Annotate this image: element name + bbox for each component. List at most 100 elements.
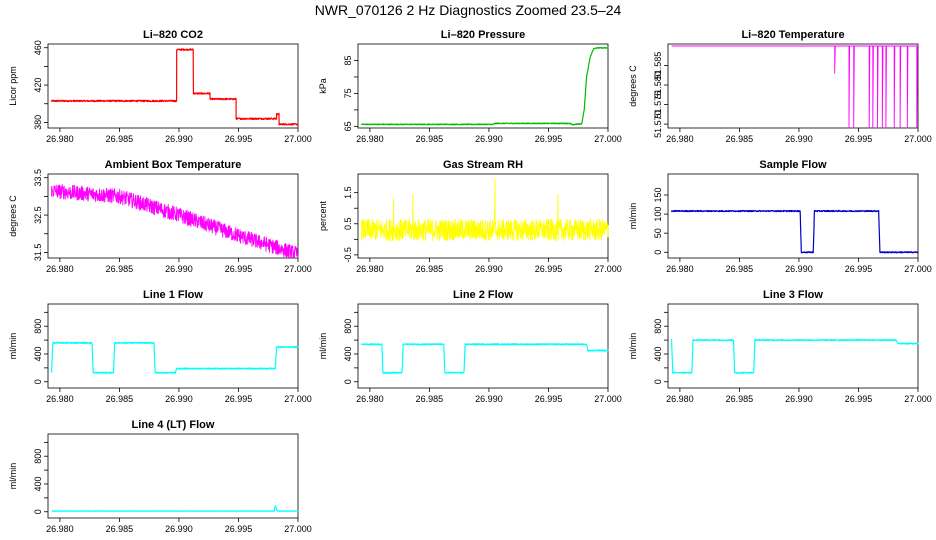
x-tick-label: 26.980: [666, 134, 694, 144]
x-tick-label: 27.000: [284, 134, 312, 144]
x-tick-label: 26.990: [165, 394, 193, 404]
y-axis-label: ml/min: [628, 333, 638, 360]
x-tick-label: 27.000: [284, 524, 312, 534]
y-tick-label: 50: [653, 228, 663, 238]
plot-frame: [47, 43, 299, 129]
x-tick-label: 26.980: [46, 264, 74, 274]
y-tick-label: 400: [343, 346, 353, 361]
plot-frame: [667, 43, 919, 129]
panel-6: Sample Flow 26.980 26.985 26.990 26.995 27.00…: [628, 159, 932, 274]
plot-frame: [47, 173, 299, 259]
x-tick-label: 26.980: [666, 394, 694, 404]
x-tick-label: 26.980: [46, 394, 74, 404]
plot-frame: [357, 43, 609, 129]
panel-2: Li–820 Pressure 26.980 26.985 26.990 26.995 2…: [318, 29, 622, 144]
x-tick-label: 26.990: [785, 134, 813, 144]
series-line: [361, 343, 609, 374]
series-line: [671, 209, 919, 254]
y-tick-label: 75: [343, 88, 353, 98]
x-tick-label: 26.990: [475, 394, 503, 404]
y-tick-label: 1.5: [343, 186, 353, 199]
panel-9: Line 3 Flow 26.980 26.985 26.990 26.995 27.00…: [628, 289, 932, 404]
y-tick-label: 800: [33, 319, 43, 334]
y-axis-label: Licor ppm: [8, 66, 18, 106]
y-tick-label: 400: [653, 346, 663, 361]
panel-7: Line 1 Flow 26.980 26.985 26.990 26.995 27.00…: [8, 289, 312, 404]
x-tick-label: 26.980: [356, 134, 384, 144]
x-tick-label: 26.985: [726, 134, 754, 144]
series-line: [361, 178, 609, 242]
y-tick-label: 400: [33, 346, 43, 361]
x-tick-label: 26.985: [106, 134, 134, 144]
y-tick-label: 0.5: [343, 218, 353, 231]
y-tick-label: 800: [343, 319, 353, 334]
x-tick-label: 27.000: [904, 134, 932, 144]
y-axis-label: degrees C: [8, 195, 18, 237]
x-tick-label: 26.980: [356, 264, 384, 274]
panel-title: Line 3 Flow: [763, 289, 823, 301]
y-axis-label: percent: [318, 200, 328, 231]
series-line: [671, 45, 918, 129]
y-tick-label: 65: [343, 121, 353, 131]
y-axis-label: ml/min: [8, 333, 18, 360]
x-tick-label: 27.000: [594, 394, 622, 404]
x-tick-label: 26.995: [225, 264, 253, 274]
series-line: [671, 338, 919, 374]
x-tick-label: 26.990: [475, 264, 503, 274]
panel-4: Ambient Box Temperature 26.980 26.985 26.99…: [8, 159, 312, 274]
series-line: [51, 184, 299, 259]
panel-1: Li–820 CO2 26.980 26.985 26.990 26.995 27.000…: [8, 29, 312, 144]
panel-title: Li–820 Temperature: [741, 29, 844, 41]
x-tick-label: 26.995: [535, 264, 563, 274]
figure-main-title: NWR_070126 2 Hz Diagnostics Zoomed 23.5–…: [315, 2, 622, 18]
y-tick-label: 0: [653, 379, 663, 384]
x-tick-label: 27.000: [904, 264, 932, 274]
panel-3: Li–820 Temperature 26.980 26.985 26.990 26.9…: [628, 29, 932, 144]
y-tick-label: 150: [653, 187, 663, 202]
panel-title: Li–820 CO2: [143, 29, 203, 41]
panel-5: Gas Stream RH 26.980 26.985 26.990 26.995 27.…: [318, 159, 622, 274]
panel-title: Li–820 Pressure: [441, 29, 525, 41]
panel-title: Line 1 Flow: [143, 289, 203, 301]
x-tick-label: 26.980: [46, 134, 74, 144]
x-tick-label: 26.990: [785, 264, 813, 274]
y-tick-label: 0: [33, 379, 43, 384]
y-tick-label: 33.5: [33, 169, 43, 187]
series-line: [51, 48, 299, 126]
x-tick-label: 26.995: [845, 394, 873, 404]
x-tick-label: 26.985: [416, 134, 444, 144]
x-tick-label: 26.990: [165, 134, 193, 144]
x-tick-label: 26.990: [165, 524, 193, 534]
panel-title: Line 4 (LT) Flow: [132, 419, 215, 431]
y-tick-label: 51.575: [653, 91, 663, 119]
x-tick-label: 26.990: [785, 394, 813, 404]
x-tick-label: 26.980: [356, 394, 384, 404]
x-tick-label: 26.980: [666, 264, 694, 274]
x-tick-label: 26.985: [106, 524, 134, 534]
panel-title: Gas Stream RH: [443, 159, 523, 171]
y-axis-label: ml/min: [8, 463, 18, 490]
y-tick-label: 800: [33, 449, 43, 464]
series-line: [51, 341, 299, 374]
x-tick-label: 26.985: [726, 394, 754, 404]
x-tick-label: 27.000: [284, 264, 312, 274]
plot-frame: [47, 433, 299, 519]
x-tick-label: 26.995: [845, 134, 873, 144]
x-tick-label: 26.995: [535, 394, 563, 404]
y-tick-label: 100: [653, 207, 663, 222]
x-tick-label: 26.995: [225, 524, 253, 534]
x-tick-label: 27.000: [594, 264, 622, 274]
y-axis-label: kPa: [318, 78, 328, 94]
x-tick-label: 27.000: [284, 394, 312, 404]
y-tick-label: 31.5: [33, 244, 43, 262]
x-tick-label: 26.985: [106, 264, 134, 274]
y-axis-label: ml/min: [318, 333, 328, 360]
y-tick-label: -0.5: [343, 247, 353, 263]
x-tick-label: 26.995: [225, 134, 253, 144]
x-tick-label: 26.995: [845, 264, 873, 274]
panel-title: Line 2 Flow: [453, 289, 513, 301]
y-tick-label: 0: [653, 250, 663, 255]
x-tick-label: 26.995: [225, 394, 253, 404]
